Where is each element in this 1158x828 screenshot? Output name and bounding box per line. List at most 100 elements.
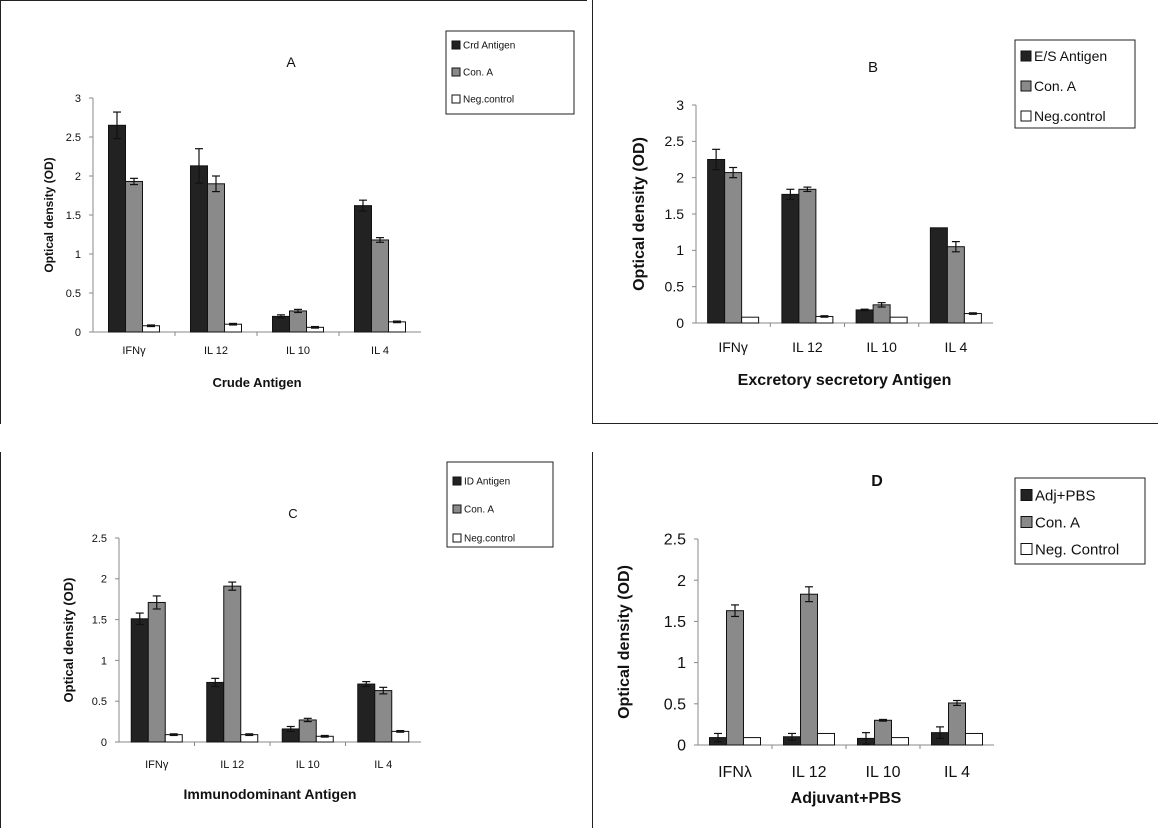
x-tick-label: IL 12 — [792, 339, 823, 355]
panel-a: 0 0.5 1 1.5 2 2.5 3 IFNγ IL 12 IL 10 IL 4 A Crude An… — [0, 0, 587, 424]
bar — [223, 585, 242, 743]
chart-d: 0 0.5 1 1.5 2 2.5 IFNλ IL 12 IL 10 IL 4 D Adjuvant+… — [616, 473, 1146, 807]
bar — [798, 188, 817, 324]
y-tick-label: 0.5 — [66, 288, 81, 300]
panel-d: 0 0.5 1 1.5 2 2.5 IFNλ IL 12 IL 10 IL 4 D Adjuvant+… — [592, 452, 1158, 828]
y-tick-label: 0 — [75, 327, 81, 339]
bar — [707, 159, 726, 324]
legend-swatch — [1020, 516, 1033, 528]
y-tick-label: 0 — [676, 315, 684, 331]
y-tick-label: 1.5 — [664, 614, 686, 631]
bar — [800, 593, 818, 746]
y-tick-label: 1 — [677, 655, 686, 672]
chart-c: 0 0.5 1 1.5 2 2.5 IFNγ IL 12 IL 10 IL 4 C Immunodom… — [61, 461, 554, 802]
legend-entry: Con. A — [1034, 78, 1077, 94]
legend-entry: Con. A — [464, 505, 494, 516]
x-tick-label: IL 4 — [374, 759, 392, 771]
panel-b: 0 0.5 1 1.5 2 2.5 3 IFNγ IL 12 IL 10 IL 4 B Excretor… — [592, 0, 1158, 424]
bar — [891, 737, 909, 746]
legend-swatch — [451, 94, 461, 104]
bar — [298, 719, 317, 743]
legend-swatch — [452, 533, 462, 543]
y-tick-label: 0 — [101, 737, 107, 749]
bar — [354, 205, 372, 333]
legend-entry: Neg.control — [464, 534, 515, 545]
y-tick-label: 0 — [677, 738, 686, 755]
panel-label: B — [868, 59, 878, 76]
x-tick-label: IFNγ — [718, 339, 748, 355]
y-axis-title: Optical density (OD) — [42, 157, 56, 272]
bar — [946, 246, 965, 324]
y-tick-label: 2 — [75, 171, 81, 183]
legend-entry: Neg. Control — [1035, 541, 1119, 558]
y-tick-label: 2.5 — [92, 533, 107, 545]
bar — [726, 610, 744, 746]
legend-entry: Con. A — [1035, 514, 1080, 531]
bar — [388, 321, 406, 333]
bar — [963, 313, 982, 324]
x-tick-label: IFNγ — [145, 759, 169, 771]
y-tick-label: 0.5 — [664, 696, 686, 713]
y-tick-label: 2.5 — [665, 133, 685, 149]
bar — [125, 180, 143, 333]
y-tick-label: 1.5 — [665, 206, 685, 222]
legend-swatch — [1020, 543, 1033, 555]
y-tick-label: 1 — [101, 655, 107, 667]
y-tick-label: 2.5 — [664, 532, 686, 549]
y-tick-label: 1.5 — [66, 210, 81, 222]
bar — [374, 690, 393, 743]
legend-box — [1014, 477, 1146, 565]
bar — [357, 683, 376, 743]
panel-c: 0 0.5 1 1.5 2 2.5 IFNγ IL 12 IL 10 IL 4 C Immunodom… — [0, 452, 587, 828]
x-tick-label: IL 4 — [944, 764, 970, 781]
legend-swatch — [452, 504, 462, 514]
y-tick-label: 2 — [101, 574, 107, 586]
bar — [817, 732, 835, 746]
legend-entry: Crd Antigen — [463, 41, 515, 52]
legend-swatch — [1020, 110, 1032, 122]
x-axis-title: Adjuvant+PBS — [791, 790, 902, 807]
x-axis-title: Excretory secretory Antigen — [738, 372, 952, 389]
y-axis-title: Optical density (OD) — [61, 578, 76, 703]
legend-entry: ID Antigen — [464, 477, 510, 488]
legend-box — [445, 30, 575, 115]
x-tick-label: IL 12 — [220, 759, 244, 771]
bar — [130, 618, 149, 743]
bar — [391, 730, 410, 743]
y-tick-label: 2.5 — [66, 132, 81, 144]
bar — [929, 227, 948, 324]
legend-entry: E/S Antigen — [1034, 48, 1107, 64]
legend-swatch — [1020, 489, 1033, 501]
x-tick-label: IL 4 — [944, 339, 967, 355]
bar — [289, 310, 307, 333]
y-tick-label: 3 — [75, 93, 81, 105]
bar — [724, 172, 743, 324]
legend-swatch — [452, 476, 462, 486]
legend-entry: Neg.control — [1034, 108, 1106, 124]
bar — [741, 316, 760, 324]
bar — [206, 681, 225, 743]
legend-entry: Con. A — [463, 68, 493, 79]
chart-a: 0 0.5 1 1.5 2 2.5 3 IFNγ IL 12 IL 10 IL 4 A Crude An… — [42, 30, 575, 390]
legend-entry: Neg.control — [463, 95, 514, 106]
y-tick-label: 1 — [676, 242, 684, 258]
legend-swatch — [451, 40, 461, 50]
y-tick-label: 1.5 — [92, 614, 107, 626]
bar — [743, 737, 761, 746]
panel-label: C — [288, 506, 297, 521]
x-tick-label: IL 10 — [866, 764, 901, 781]
bar — [781, 193, 800, 324]
x-tick-label: IFNλ — [718, 764, 752, 781]
x-tick-label: IL 10 — [286, 345, 310, 357]
x-tick-label: IFNγ — [122, 345, 146, 357]
bar — [108, 124, 126, 333]
legend-swatch — [1020, 50, 1032, 62]
y-tick-label: 2 — [676, 170, 684, 186]
panel-label: D — [871, 473, 883, 490]
bar — [190, 165, 208, 333]
legend-entry: Adj+PBS — [1035, 487, 1095, 504]
bar — [874, 719, 892, 746]
y-tick-label: 2 — [677, 573, 686, 590]
x-axis-title: Crude Antigen — [212, 375, 301, 390]
x-tick-label: IL 10 — [296, 759, 320, 771]
